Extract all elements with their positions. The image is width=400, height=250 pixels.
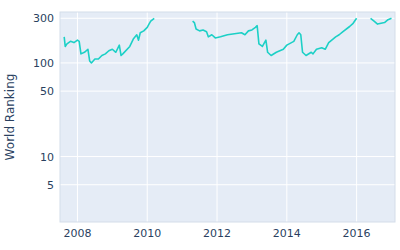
y-tick-label: 10: [40, 151, 54, 164]
y-tick-label: 300: [33, 12, 54, 25]
x-tick-label: 2016: [343, 227, 371, 240]
x-tick-label: 2010: [133, 227, 161, 240]
marks: [64, 18, 391, 63]
y-grid-line: [60, 18, 395, 19]
y-tick-label: 50: [40, 85, 54, 98]
x-grid-line: [356, 12, 357, 222]
x-tick-label: 2012: [203, 227, 231, 240]
plot-frame: [60, 12, 395, 222]
x-grid-line: [77, 12, 78, 222]
x-grid-line: [147, 12, 148, 222]
x-tick-label: 2014: [273, 227, 301, 240]
chart: 5 10 50 100 300 2008 2010 2012 2014 2016 World Ran…: [0, 0, 400, 250]
y-grid-line: [60, 156, 395, 157]
line-series: [64, 18, 391, 63]
y-grid-line: [60, 184, 395, 185]
x-tick-label: 2008: [63, 227, 91, 240]
y-tick-label: 100: [33, 57, 54, 70]
y-axis-label: World Ranking: [3, 74, 17, 161]
plot-background: [60, 12, 395, 222]
y-tick-label: 5: [47, 179, 54, 192]
x-grid-line: [217, 12, 218, 222]
y-grid-line: [60, 91, 395, 92]
y-grid-line: [60, 62, 395, 63]
x-grid-line: [286, 12, 287, 222]
